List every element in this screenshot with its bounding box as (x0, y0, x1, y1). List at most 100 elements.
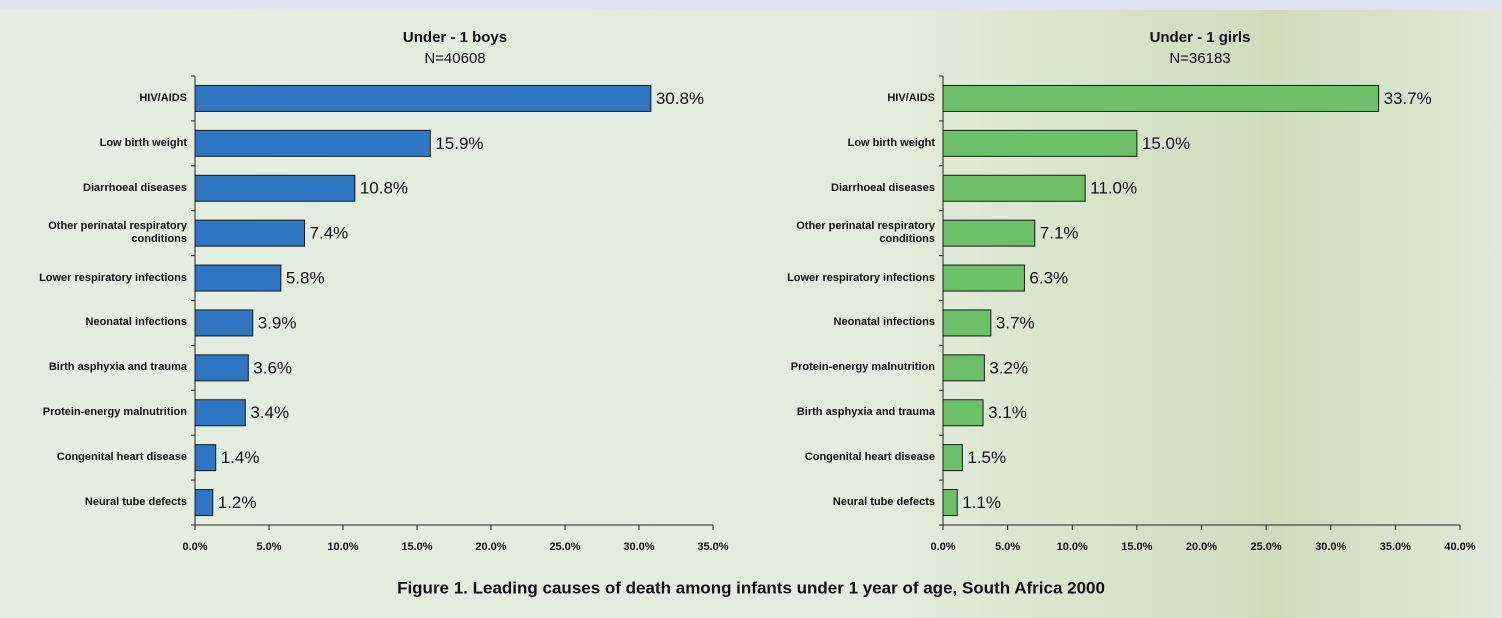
category-label-box: Neural tube defects (832, 496, 935, 509)
x-tick-label: 15.0% (401, 541, 432, 553)
bar (194, 84, 652, 112)
bar (194, 174, 356, 202)
category-label-box: Neonatal infections (85, 316, 187, 329)
category-label: Diarrhoeal diseases (83, 181, 187, 194)
category-label-box: Neonatal infections (833, 316, 935, 329)
x-tick-label: 0.0% (182, 541, 207, 553)
category-label: Other perinatal respiratory conditions (796, 220, 935, 246)
value-label: 1.5% (967, 448, 1006, 467)
category-label-box: Neural tube defects (84, 496, 187, 509)
category-label: Protein-energy malnutrition (42, 406, 187, 419)
value-label: 3.2% (989, 358, 1028, 377)
x-tick-label: 0.0% (930, 541, 955, 553)
bar (194, 399, 246, 427)
category-label-box: Diarrhoeal diseases (83, 181, 187, 194)
category-label-box: Congenital heart disease (804, 451, 935, 464)
value-label: 15.0% (1142, 134, 1190, 153)
category-label-box: Low birth weight (99, 136, 187, 149)
bar (942, 84, 1380, 112)
value-label: 1.1% (962, 493, 1001, 512)
x-tick-label: 15.0% (1121, 541, 1152, 553)
x-tick-label: 10.0% (327, 541, 358, 553)
category-label-box: Protein-energy malnutrition (790, 361, 935, 374)
x-tick-label: 35.0% (697, 541, 728, 553)
category-label: Neural tube defects (832, 496, 935, 509)
x-tick-label: 5.0% (256, 541, 281, 553)
category-label-box: Protein-energy malnutrition (42, 406, 187, 419)
top-band (0, 0, 1502, 10)
category-label: Low birth weight (847, 136, 935, 149)
value-label: 5.8% (286, 269, 325, 288)
category-label-box: Lower respiratory infections (787, 271, 935, 284)
category-label: HIV/AIDS (139, 91, 187, 104)
x-tick-label: 20.0% (1186, 541, 1217, 553)
category-label: HIV/AIDS (887, 91, 935, 104)
value-label: 11.0% (1090, 179, 1137, 198)
value-label: 6.3% (1029, 269, 1068, 288)
chart-title: Under - 1 girls (1150, 29, 1251, 46)
bar (942, 444, 963, 472)
category-label-box: Birth asphyxia and trauma (48, 361, 187, 374)
bar (194, 219, 306, 247)
category-label: Lower respiratory infections (39, 271, 187, 284)
bar (194, 354, 249, 382)
category-label-box: Other perinatal respiratory conditions (796, 220, 935, 246)
category-label-box: Other perinatal respiratory conditions (48, 220, 187, 245)
bar (194, 309, 254, 337)
bar (942, 219, 1036, 247)
value-label: 7.1% (1040, 224, 1079, 243)
x-tick-label: 40.0% (1444, 541, 1475, 553)
x-tick-label: 5.0% (995, 541, 1020, 553)
bar (942, 399, 984, 427)
bar (942, 354, 985, 382)
bar (942, 174, 1086, 202)
bar (194, 489, 214, 517)
value-label: 3.6% (253, 358, 292, 377)
category-label: Low birth weight (99, 136, 187, 149)
value-label: 3.4% (250, 403, 289, 422)
category-label: Neonatal infections (85, 316, 187, 329)
category-label-box: Diarrhoeal diseases (831, 181, 935, 194)
category-label: Birth asphyxia and trauma (48, 361, 187, 374)
value-label: 3.9% (258, 313, 297, 332)
category-label: Lower respiratory infections (787, 271, 935, 284)
x-tick-label: 20.0% (475, 541, 506, 553)
bar (194, 264, 282, 292)
category-label-box: HIV/AIDS (139, 91, 187, 104)
value-label: 30.8% (656, 89, 704, 108)
value-label: 3.1% (988, 403, 1027, 422)
bar (942, 129, 1138, 157)
category-label-box: HIV/AIDS (887, 91, 935, 104)
category-label-box: Lower respiratory infections (39, 271, 187, 284)
category-label: Diarrhoeal diseases (831, 181, 935, 194)
category-label: Neonatal infections (833, 316, 935, 329)
value-label: 7.4% (310, 224, 349, 243)
value-label: 1.4% (221, 448, 260, 467)
value-label: 3.7% (996, 313, 1035, 332)
value-label: 1.2% (218, 493, 257, 512)
x-tick-label: 30.0% (1315, 541, 1346, 553)
value-label: 15.9% (435, 134, 483, 153)
bar (194, 129, 431, 157)
category-label-box: Congenital heart disease (57, 451, 187, 463)
value-label: 10.8% (360, 179, 408, 198)
x-tick-label: 10.0% (1057, 541, 1088, 553)
category-label-box: Low birth weight (847, 136, 935, 149)
bar (194, 444, 217, 472)
bar (942, 264, 1025, 292)
category-label-box: Birth asphyxia and trauma (797, 406, 935, 418)
x-tick-label: 35.0% (1380, 541, 1411, 553)
category-label: Neural tube defects (84, 496, 187, 509)
chart-subtitle: N=36183 (1169, 50, 1230, 67)
category-label: Protein-energy malnutrition (790, 361, 935, 374)
value-label: 33.7% (1384, 89, 1432, 108)
bar (942, 489, 958, 517)
category-label: Congenital heart disease (804, 451, 935, 464)
chart-subtitle: N=40608 (424, 50, 485, 67)
chart-title: Under - 1 boys (403, 29, 507, 46)
caption: Figure 1. Leading causes of death among … (397, 578, 1105, 597)
bar (942, 309, 992, 337)
x-tick-label: 30.0% (623, 541, 654, 553)
